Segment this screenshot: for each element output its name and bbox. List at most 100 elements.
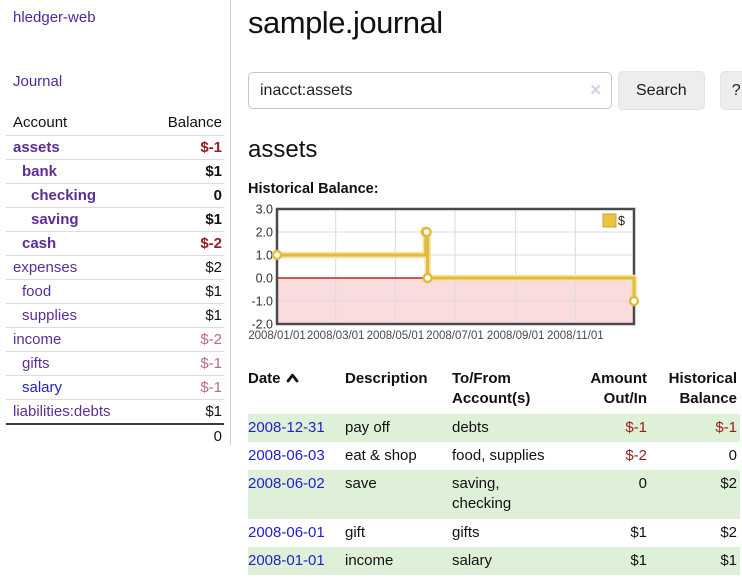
sidebar: hledger-web Journal Account Balance asse… — [0, 0, 231, 448]
transaction-date-link[interactable]: 2008-06-01 — [248, 523, 325, 541]
account-balance: $2 — [142, 255, 224, 280]
sidebar-account-link-checking[interactable]: checking — [31, 187, 97, 204]
account-balance: $1 — [142, 399, 224, 424]
transaction-amount: 0 — [638, 475, 647, 492]
account-row: food $1 — [6, 279, 224, 304]
accounts-col-account: Account — [13, 114, 68, 131]
transaction-date-link[interactable]: 2008-06-02 — [248, 475, 325, 492]
search-input[interactable] — [248, 72, 612, 109]
page-title: sample.journal — [248, 5, 443, 40]
transaction-amount: $1 — [630, 523, 647, 541]
transaction-date-link[interactable]: 2008-12-31 — [248, 418, 325, 436]
sidebar-account-link-bank[interactable]: bank — [22, 163, 58, 180]
accounts-col-balance: Balance — [167, 114, 222, 131]
accounts-table-header: Account Balance — [6, 111, 224, 136]
sidebar-account-link-expenses[interactable]: expenses — [13, 259, 78, 276]
sidebar-account-link-food[interactable]: food — [22, 283, 52, 300]
accounts-total-row: 0 — [6, 423, 224, 448]
account-row: supplies $1 — [6, 303, 224, 328]
account-balance: $-2 — [142, 327, 224, 352]
svg-text:2.0: 2.0 — [256, 226, 273, 240]
account-row: cash $-2 — [6, 231, 224, 256]
transaction-date-link[interactable]: 2008-06-03 — [248, 446, 325, 464]
svg-text:-1.0: -1.0 — [251, 295, 273, 309]
svg-text:2008/07/01: 2008/07/01 — [426, 330, 484, 342]
register-row: 2008-06-01 gift gifts $1 $2 — [248, 519, 740, 547]
transaction-accounts: salary — [452, 551, 493, 569]
transaction-balance: $2 — [720, 523, 737, 541]
main-content: sample.journal ✕ Search ? assets Histori… — [231, 0, 742, 575]
search-bar: ✕ Search ? — [248, 71, 742, 110]
account-balance: $1 — [142, 207, 224, 232]
app-title-link[interactable]: hledger-web — [13, 9, 96, 26]
sidebar-accounts-body: assets $-1 bank $1 checking 0 saving $1 cash $-2 e… — [6, 135, 224, 424]
historical-balance-chart: 3.0 2.0 1.0 0.0 -1.0 -2.0 2008/01/01 2008/03/01… — [248, 203, 740, 351]
register-rows-body: 2008-12-31 pay off debts $-1 $-1 2008-06-03 ea… — [248, 413, 740, 575]
sidebar-account-link-liabilities-debts[interactable]: liabilities:debts — [13, 403, 111, 420]
sort-ascending-icon — [286, 369, 299, 389]
sidebar-account-link-income[interactable]: income — [13, 331, 62, 348]
register-row: 2008-06-02 save saving, checking 0 $2 — [248, 470, 740, 519]
transaction-date-link[interactable]: 2008-01-01 — [248, 551, 325, 569]
register-row: 2008-01-01 income salary $1 $1 — [248, 546, 740, 575]
legend-label: $ — [618, 214, 625, 228]
transaction-balance: $-1 — [715, 418, 737, 436]
transaction-description: gift — [345, 523, 366, 541]
account-row: assets $-1 — [6, 135, 224, 160]
sidebar-account-link-salary[interactable]: salary — [22, 379, 63, 396]
register-col-description: Description — [345, 370, 428, 387]
transaction-accounts: food, supplies — [452, 446, 545, 464]
register-col-accounts: To/From Account(s) — [452, 370, 531, 408]
account-balance: $-2 — [142, 231, 224, 256]
legend-swatch — [602, 213, 617, 228]
account-row: expenses $2 — [6, 255, 224, 280]
transaction-balance: 0 — [728, 446, 737, 464]
sidebar-account-link-supplies[interactable]: supplies — [22, 307, 78, 324]
transaction-amount: $1 — [630, 551, 647, 569]
account-balance: $1 — [142, 279, 224, 304]
svg-text:-2.0: -2.0 — [251, 318, 273, 332]
svg-text:2008/03/01: 2008/03/01 — [307, 330, 365, 342]
account-row: income $-2 — [6, 327, 224, 352]
sidebar-account-link-saving[interactable]: saving — [31, 211, 79, 228]
svg-text:2008/11/01: 2008/11/01 — [547, 330, 604, 342]
svg-text:0.0: 0.0 — [256, 272, 273, 286]
transaction-description: eat & shop — [345, 446, 417, 464]
transaction-accounts: gifts — [452, 523, 480, 541]
svg-text:2008/05/01: 2008/05/01 — [367, 330, 425, 342]
account-row: checking 0 — [6, 183, 224, 208]
transaction-accounts: debts — [452, 418, 489, 436]
account-heading: assets — [248, 136, 318, 163]
svg-text:2008/01/01: 2008/01/01 — [248, 330, 306, 342]
account-row: salary $-1 — [6, 375, 224, 400]
transaction-amount: $-2 — [625, 446, 647, 464]
account-balance: $-1 — [142, 135, 224, 160]
transaction-accounts: saving, checking — [452, 475, 512, 513]
sidebar-item-journal[interactable]: Journal — [13, 73, 63, 90]
svg-text:3.0: 3.0 — [256, 204, 273, 217]
register-row: 2008-06-03 eat & shop food, supplies $-2 0 — [248, 442, 740, 470]
transaction-description: pay off — [345, 418, 390, 436]
transaction-description: income — [345, 551, 394, 569]
register-col-amount: Amount Out/In — [590, 370, 647, 408]
account-row: liabilities:debts $1 — [6, 399, 224, 424]
account-row: gifts $-1 — [6, 351, 224, 376]
sidebar-account-link-cash[interactable]: cash — [22, 235, 57, 252]
register-col-balance: Historical Balance — [668, 370, 737, 408]
sidebar-account-link-gifts[interactable]: gifts — [22, 355, 50, 372]
account-row: saving $1 — [6, 207, 224, 232]
register-row: 2008-12-31 pay off debts $-1 $-1 — [248, 413, 740, 442]
account-balance: $1 — [142, 159, 224, 184]
help-button[interactable]: ? — [719, 71, 742, 110]
transaction-balance: $1 — [720, 551, 737, 569]
account-row: bank $1 — [6, 159, 224, 184]
accounts-total-value: 0 — [142, 423, 224, 448]
clear-search-icon[interactable]: ✕ — [589, 82, 602, 99]
sidebar-account-link-assets[interactable]: assets — [13, 139, 60, 156]
register-col-date[interactable]: Date — [248, 365, 345, 414]
search-button[interactable]: Search — [618, 71, 705, 110]
account-balance: $-1 — [142, 351, 224, 376]
account-balance: $1 — [142, 303, 224, 328]
accounts-table: Account Balance assets $-1 bank $1 checking 0… — [6, 111, 224, 448]
